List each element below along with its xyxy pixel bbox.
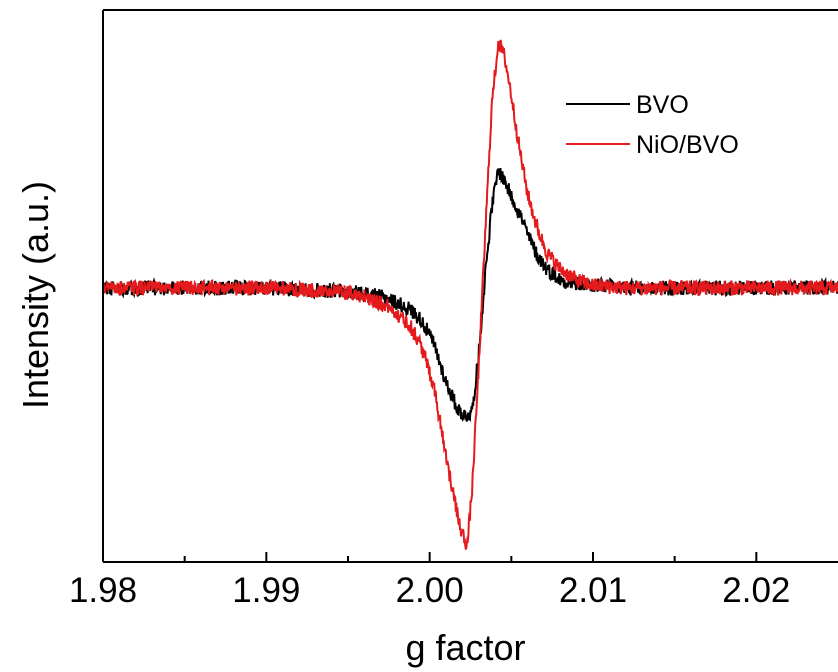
series-line-nio-bvo (104, 39, 838, 551)
x-tick-label: 2.02 (722, 571, 790, 610)
x-axis: 1.98 1.99 2.00 2.01 2.02 (69, 552, 790, 610)
x-tick-label: 2.01 (559, 571, 627, 610)
x-tick-label: 1.99 (232, 571, 300, 610)
legend-label-bvo: BVO (636, 91, 689, 119)
plot-area (102, 9, 838, 563)
x-tick-label: 1.98 (69, 571, 137, 610)
legend: BVO NiO/BVO (566, 91, 739, 159)
series-line-bvo (104, 167, 838, 423)
x-axis-title: g factor (405, 627, 525, 668)
legend-label-nio-bvo: NiO/BVO (636, 131, 739, 159)
x-tick-label: 2.00 (396, 571, 464, 610)
y-axis-title: Intensity (a.u.) (15, 181, 56, 409)
